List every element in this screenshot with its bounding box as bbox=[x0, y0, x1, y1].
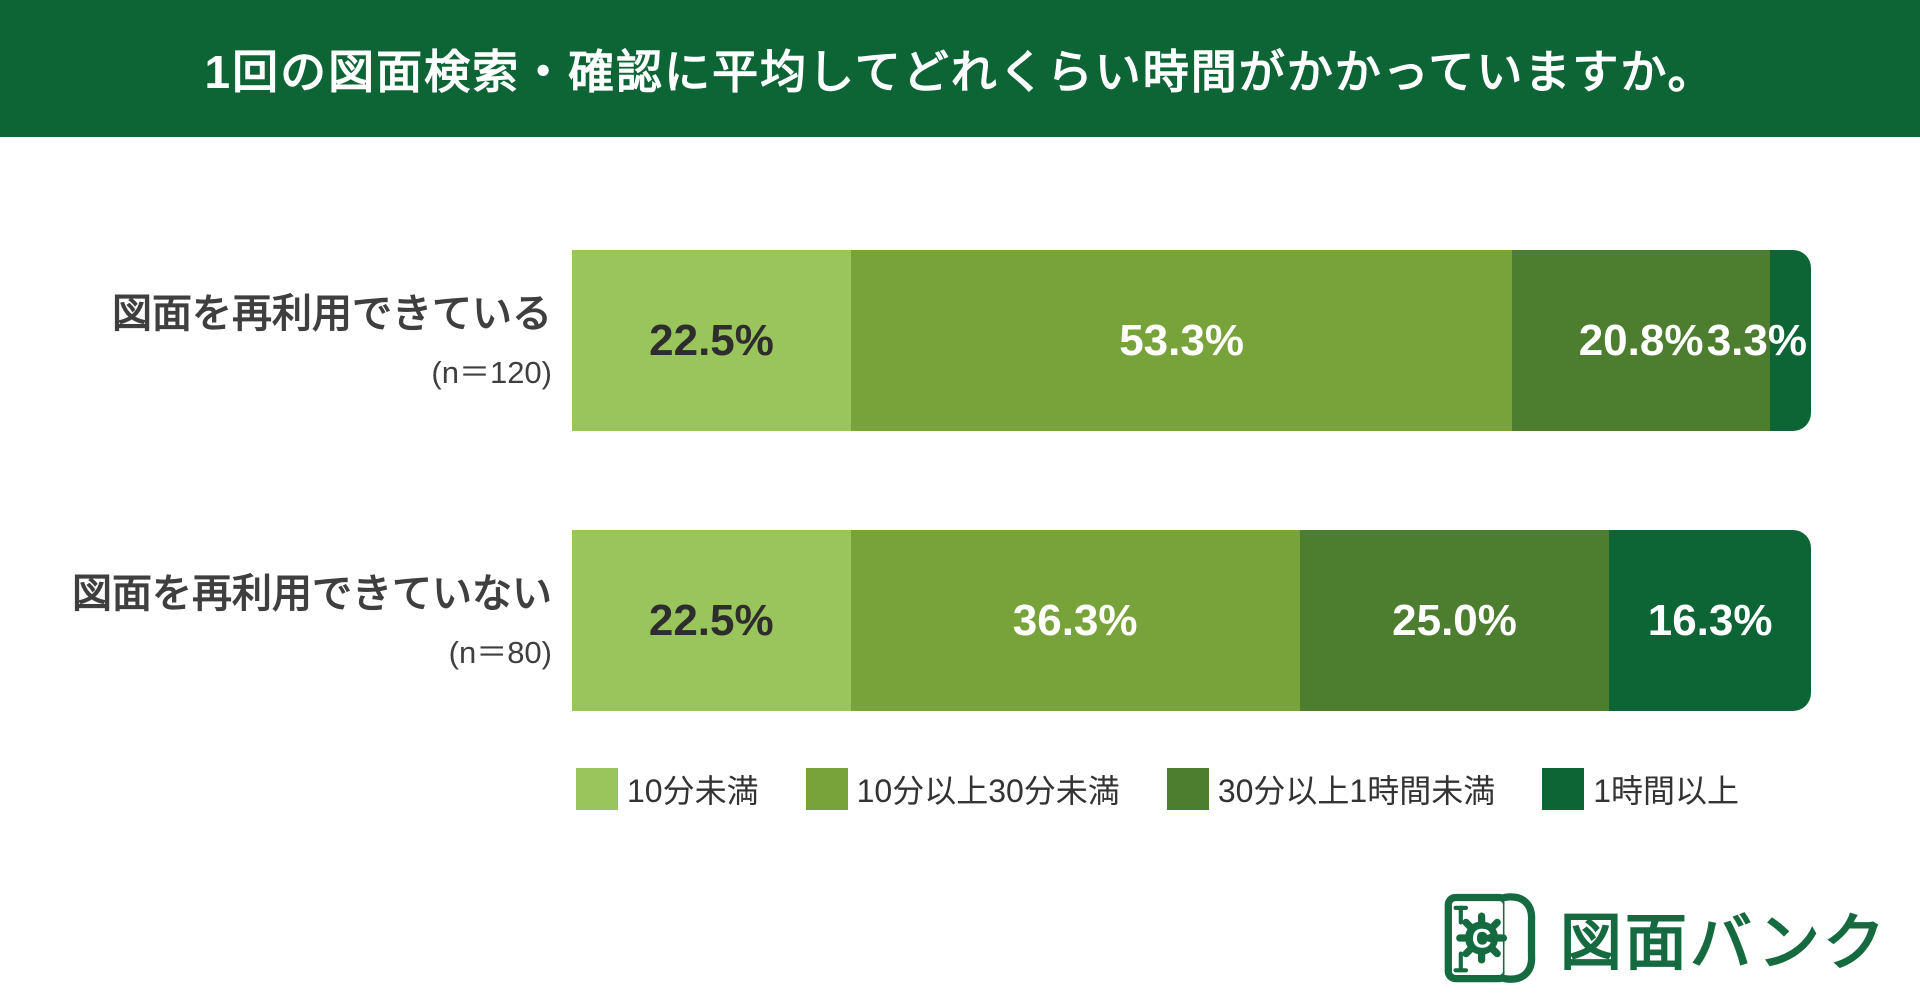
bar-segment: 16.3% bbox=[1609, 530, 1811, 711]
stacked-bar: 22.5% 36.3% 25.0% 16.3% bbox=[572, 530, 1811, 711]
brand-name: 図面バンク bbox=[1559, 909, 1888, 978]
segment-value-label: 3.3% bbox=[1706, 315, 1807, 365]
legend-label: 10分未満 bbox=[627, 773, 759, 809]
chart-row: 図面を再利用できていない (n＝80) 22.5% 36.3% 25.0% 16.3% bbox=[0, 530, 1920, 711]
legend-swatch bbox=[1542, 768, 1585, 810]
bar-segment: 53.3% bbox=[851, 250, 1513, 431]
row-label-text: 図面を再利用できている bbox=[112, 292, 552, 336]
bar-segment: 22.5% bbox=[572, 250, 852, 431]
chart-title: 1回の図面検索・確認に平均してどれくらい時間がかかっていますか。 bbox=[204, 45, 1716, 98]
legend-label: 1時間以上 bbox=[1593, 773, 1740, 809]
bar-segment: 20.8% bbox=[1512, 250, 1771, 431]
bar-segment: 22.5% bbox=[572, 530, 851, 711]
row-label-text: 図面を再利用できていない bbox=[72, 572, 552, 616]
blueprint-gear-icon: C bbox=[1444, 893, 1536, 983]
brand-logo: C 図面バンク bbox=[1440, 885, 1888, 989]
segment-value-label: 36.3% bbox=[1012, 595, 1138, 645]
legend-swatch bbox=[576, 768, 618, 810]
legend-swatch bbox=[805, 768, 848, 810]
legend-item: 30分以上1時間未満 bbox=[1166, 766, 1496, 812]
legend-swatch bbox=[1166, 768, 1209, 810]
segment-value-label: 22.5% bbox=[648, 595, 774, 645]
stacked-bar: 22.5% 53.3% 20.8% 3.3% bbox=[572, 250, 1811, 431]
legend-label: 30分以上1時間未満 bbox=[1217, 773, 1496, 809]
segment-value-label: 25.0% bbox=[1392, 595, 1517, 645]
legend: 10分未満 10分以上30分未満 30分以上1時間未満 1時間以上 bbox=[576, 766, 1920, 812]
segment-value-label: 53.3% bbox=[1119, 315, 1244, 365]
segment-value-label: 22.5% bbox=[649, 315, 774, 365]
header-banner: 1回の図面検索・確認に平均してどれくらい時間がかかっていますか。 bbox=[0, 0, 1920, 137]
chart-row: 図面を再利用できている (n＝120) 22.5% 53.3% 20.8% 3.3% bbox=[0, 250, 1920, 431]
legend-item: 1時間以上 bbox=[1542, 766, 1739, 812]
bar-segment: 36.3% bbox=[850, 530, 1300, 711]
row-sample-size: (n＝80) bbox=[448, 635, 552, 670]
legend-item: 10分以上30分未満 bbox=[805, 766, 1120, 812]
legend-label: 10分以上30分未満 bbox=[856, 773, 1120, 809]
segment-value-label: 16.3% bbox=[1647, 595, 1773, 645]
row-label: 図面を再利用できている (n＝120) bbox=[0, 250, 572, 431]
legend-item: 10分未満 bbox=[576, 766, 759, 812]
chart-rows: 図面を再利用できている (n＝120) 22.5% 53.3% 20.8% 3.3% 図面を… bbox=[0, 250, 1920, 711]
segment-value-label: 20.8% bbox=[1578, 315, 1704, 365]
row-sample-size: (n＝120) bbox=[431, 355, 552, 390]
row-label: 図面を再利用できていない (n＝80) bbox=[0, 530, 572, 711]
bar-segment: 3.3% bbox=[1707, 250, 1811, 431]
bar-segment: 25.0% bbox=[1299, 530, 1610, 711]
svg-text:C: C bbox=[1472, 923, 1492, 953]
